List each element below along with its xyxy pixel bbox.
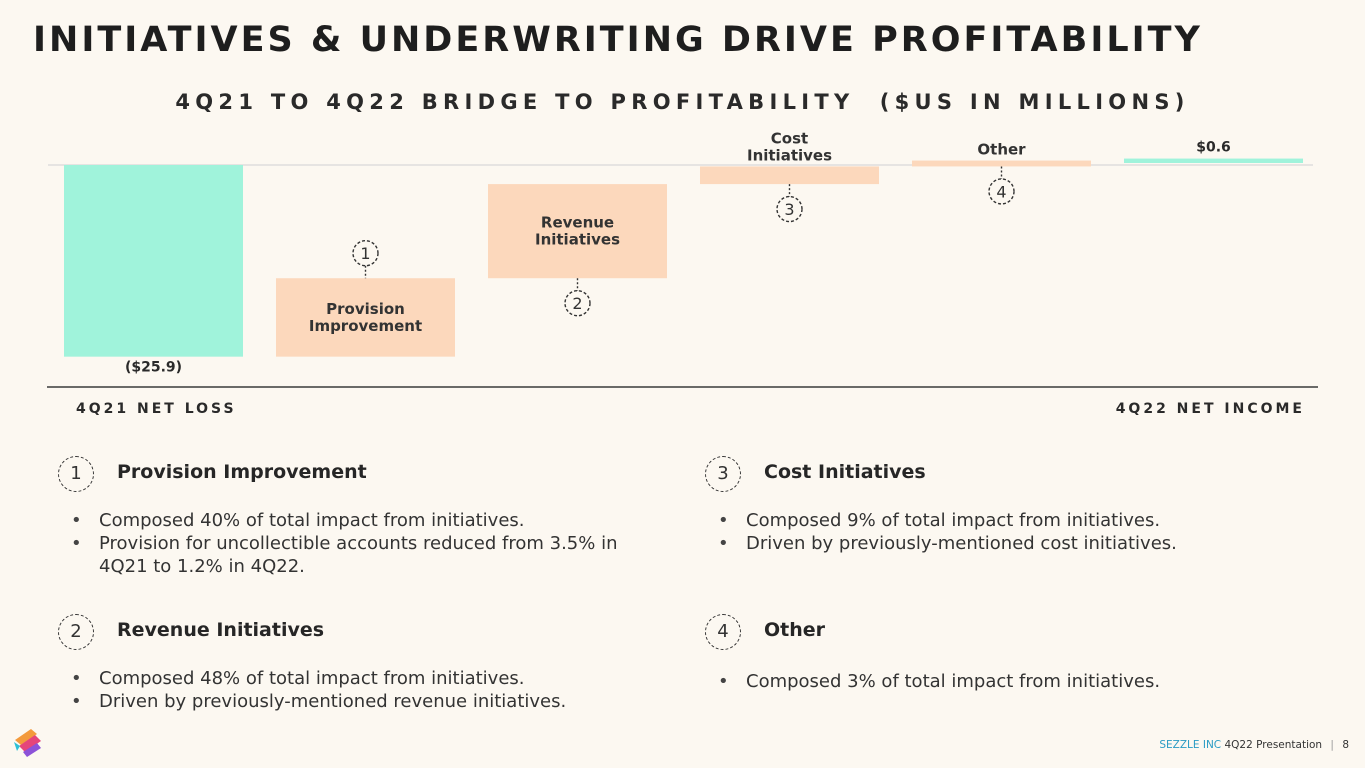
category-label-end: 4Q22 NET INCOME — [1115, 401, 1305, 417]
bar-start-net-loss — [64, 165, 243, 357]
section-provision-improvement: 1 Provision Improvement Composed 40% of … — [58, 456, 658, 578]
bar-label-provision-improvement: Improvement — [309, 317, 422, 335]
footer-separator: | — [1330, 739, 1334, 751]
bullet-item: Composed 40% of total impact from initia… — [58, 509, 659, 532]
data-label-end: $0.6 — [1196, 140, 1231, 156]
bar-label-revenue-initiatives: Initiatives — [535, 231, 620, 249]
step-badge-number-2: 2 — [572, 294, 582, 313]
bullet-item: Provision for uncollectible accounts red… — [58, 532, 659, 578]
bar-label-revenue-initiatives: Revenue — [541, 214, 614, 232]
bar-cost-initiatives — [700, 166, 879, 185]
step-badge-number-1: 1 — [360, 244, 370, 263]
bullet-item: Driven by previously-mentioned revenue i… — [58, 690, 659, 713]
bar-provision-improvement — [276, 278, 455, 357]
step-badge-circle-2 — [564, 290, 591, 317]
page-title: INITIATIVES & UNDERWRITING DRIVE PROFITA… — [33, 20, 1203, 60]
bullet-list: Composed 40% of total impact from initia… — [58, 509, 658, 578]
bar-other — [912, 160, 1091, 167]
bar-label-other: Other — [977, 141, 1026, 159]
step-badge-circle-3 — [776, 195, 803, 223]
step-badge-4: 4 — [705, 614, 741, 650]
bar-revenue-initiatives — [488, 184, 667, 279]
chart-title: 4Q21 TO 4Q22 BRIDGE TO PROFITABILITY ($U… — [175, 90, 1190, 114]
bullet-list: Composed 3% of total impact from initiat… — [705, 670, 1305, 693]
bullet-item: Driven by previously-mentioned cost init… — [705, 532, 1306, 555]
category-label-start: 4Q21 NET LOSS — [76, 401, 237, 417]
step-badge-circle-4 — [988, 178, 1015, 205]
bullet-item: Composed 3% of total impact from initiat… — [705, 670, 1306, 693]
bullet-list: Composed 48% of total impact from initia… — [58, 667, 658, 713]
footer-company: SEZZLE INC — [1159, 739, 1222, 751]
step-badge-1: 1 — [58, 456, 94, 492]
waterfall-chart: ($25.9)ProvisionImprovement1RevenueIniti… — [47, 129, 1318, 388]
section-title: Revenue Initiatives — [117, 619, 325, 641]
footer: SEZZLE INC 4Q22 Presentation | 8 — [1159, 739, 1349, 751]
section-title: Provision Improvement — [117, 461, 367, 483]
step-badge-circle-1 — [352, 240, 379, 267]
bar-end-net-income — [1124, 158, 1303, 163]
bar-label-cost-initiatives: Initiatives — [747, 146, 832, 164]
sezzle-logo-icon — [14, 729, 41, 757]
bullet-list: Composed 9% of total impact from initiat… — [705, 509, 1305, 555]
footer-presentation: 4Q22 Presentation — [1224, 739, 1323, 751]
step-badge-number-3: 3 — [784, 200, 794, 219]
bar-label-cost-initiatives: Cost — [771, 129, 808, 147]
step-badge-number-4: 4 — [996, 182, 1006, 201]
section-revenue-initiatives: 2 Revenue Initiatives Composed 48% of to… — [58, 614, 658, 713]
bullet-item: Composed 48% of total impact from initia… — [58, 667, 659, 690]
data-label-start: ($25.9) — [125, 360, 182, 376]
footer-page-number: 8 — [1342, 739, 1349, 751]
section-other: 4 Other Composed 3% of total impact from… — [705, 614, 1305, 693]
section-title: Other — [764, 619, 826, 641]
bullet-item: Composed 9% of total impact from initiat… — [705, 509, 1306, 532]
step-badge-2: 2 — [58, 614, 94, 650]
step-badge-3: 3 — [705, 456, 741, 492]
section-title: Cost Initiatives — [764, 461, 926, 483]
section-cost-initiatives: 3 Cost Initiatives Composed 9% of total … — [705, 456, 1305, 555]
bar-label-provision-improvement: Provision — [326, 300, 405, 318]
